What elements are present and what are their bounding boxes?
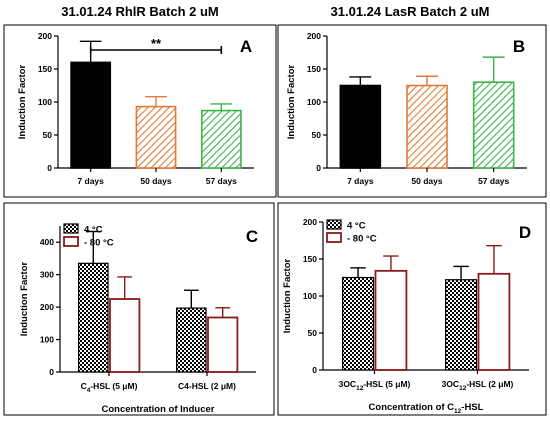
panel-a-bar-2: [200, 109, 242, 169]
panel-b-chart: 0 50 100 150 200 Induction Factor 7 days 50 day…: [286, 31, 527, 186]
panel-d-legend-swatch-0: [326, 219, 342, 230]
panel-a-xtick-label-0: 7 days: [77, 176, 104, 186]
panel-b-bar-1: [406, 84, 448, 169]
panel-d-ytick-label-3: 150: [303, 254, 317, 264]
panel-c-legend-swatch-0: [63, 223, 79, 234]
panel-a-ytick-label-2: 100: [38, 97, 52, 107]
panel-a-ytick-label-3: 150: [38, 64, 52, 74]
panel-b-ytick-label-2: 100: [307, 97, 321, 107]
panel-b-bar-2: [472, 81, 515, 169]
panel-c-ytick-label-0: 0: [49, 367, 54, 377]
panel-a-xtick-label-2: 57 days: [206, 176, 237, 186]
panel-b-frame: [277, 24, 547, 198]
panel-d-s1-bar-1: [477, 272, 511, 371]
panel-a-significance-label: **: [151, 36, 162, 51]
panel-c-x-axis-label: Concentration of Inducer: [102, 404, 215, 415]
panel-d-xtick-label-1: 3OC12-HSL (2 μM): [442, 379, 514, 392]
panel-d-s1-bar-0: [374, 269, 408, 371]
panel-a-ytick-label-0: 0: [47, 163, 52, 173]
panel-c-chart: 0 100 200 300 400 Induction Factor C4-HSL (5 μ…: [19, 223, 258, 415]
panel-d-chart: 0 50 100 150 200 Induction Factor 3OC12-HSL (5…: [282, 217, 531, 415]
panel-c-s1-bar-1: [207, 316, 239, 373]
panel-c-ytick-label-2: 200: [40, 302, 54, 312]
panel-b-y-axis-label: Induction Factor: [286, 64, 297, 139]
panel-a-bar-0: [70, 61, 112, 169]
panel-d-frame: [277, 202, 547, 416]
panel-b-panel-letter: B: [513, 37, 525, 56]
panel-c-s0-bar-0: [77, 262, 109, 373]
panel-a-y-axis-label: Induction Factor: [17, 64, 28, 139]
panel-c-frame: [3, 202, 275, 416]
panel-c-ytick-label-1: 100: [40, 335, 54, 345]
panel-b-ytick-label-0: 0: [316, 163, 321, 173]
panel-d-s0-bar-0: [342, 276, 375, 371]
panel-a-frame: [3, 24, 277, 198]
panel-b-xtick-label-2: 57 days: [478, 176, 509, 186]
panel-d-ytick-label-4: 200: [303, 217, 317, 227]
panel-c-s0-bar-1: [176, 307, 207, 373]
panel-b-ytick-label-1: 50: [312, 130, 322, 140]
title-left: 31.01.24 RhlR Batch 2 uM: [61, 4, 219, 19]
panel-b-ytick-label-3: 150: [307, 64, 321, 74]
panel-a-panel-letter: A: [240, 37, 252, 56]
panel-d-x-axis-label: Concentration of C12-HSL: [369, 402, 484, 415]
panel-c-legend-swatch-1: [63, 236, 79, 247]
panel-a-ytick-label-4: 200: [38, 31, 52, 41]
panel-d-y-axis-label: Induction Factor: [282, 258, 293, 333]
panel-c-legend-label-0: 4 °C: [84, 225, 103, 236]
panel-c-ytick-label-4: 400: [40, 237, 54, 247]
panel-c-s1-bar-0: [109, 298, 141, 373]
panel-c-xtick-label-1: C4-HSL (2 μM): [178, 381, 236, 391]
panel-b-xtick-label-0: 7 days: [347, 176, 374, 186]
panel-c-ytick-label-3: 300: [40, 270, 54, 280]
panel-c-xtick-label-0: C4-HSL (5 μM): [81, 381, 138, 394]
panel-c-panel-letter: C: [246, 227, 258, 246]
panel-c-legend-label-1: - 80 °C: [84, 238, 114, 249]
panel-a-ytick-label-1: 50: [43, 130, 53, 140]
panel-d-ytick-label-0: 0: [312, 365, 317, 375]
title-right: 31.01.24 LasR Batch 2 uM: [331, 4, 490, 19]
panel-d-ytick-label-1: 50: [308, 328, 318, 338]
panel-a-bar-1: [135, 105, 177, 169]
panel-d-legend-swatch-1: [326, 232, 342, 243]
panel-d-legend-label-1: - 80 °C: [347, 234, 377, 245]
panel-b-ytick-label-4: 200: [307, 31, 321, 41]
panel-d-xtick-label-0: 3OC12-HSL (5 μM): [339, 379, 411, 392]
panel-a-xtick-label-1: 50 days: [140, 176, 171, 186]
panel-a-chart: 0 50 100 150 200 Induction Factor 7 days 50 day…: [17, 31, 254, 186]
panel-c-y-axis-label: Induction Factor: [19, 261, 30, 336]
panel-d-legend-label-0: 4 °C: [347, 221, 366, 232]
panel-d-panel-letter: D: [519, 223, 531, 242]
panel-d-ytick-label-2: 100: [303, 291, 317, 301]
panel-d-s0-bar-1: [445, 279, 478, 371]
panel-b-xtick-label-1: 50 days: [411, 176, 442, 186]
panel-b-bar-0: [339, 84, 382, 169]
